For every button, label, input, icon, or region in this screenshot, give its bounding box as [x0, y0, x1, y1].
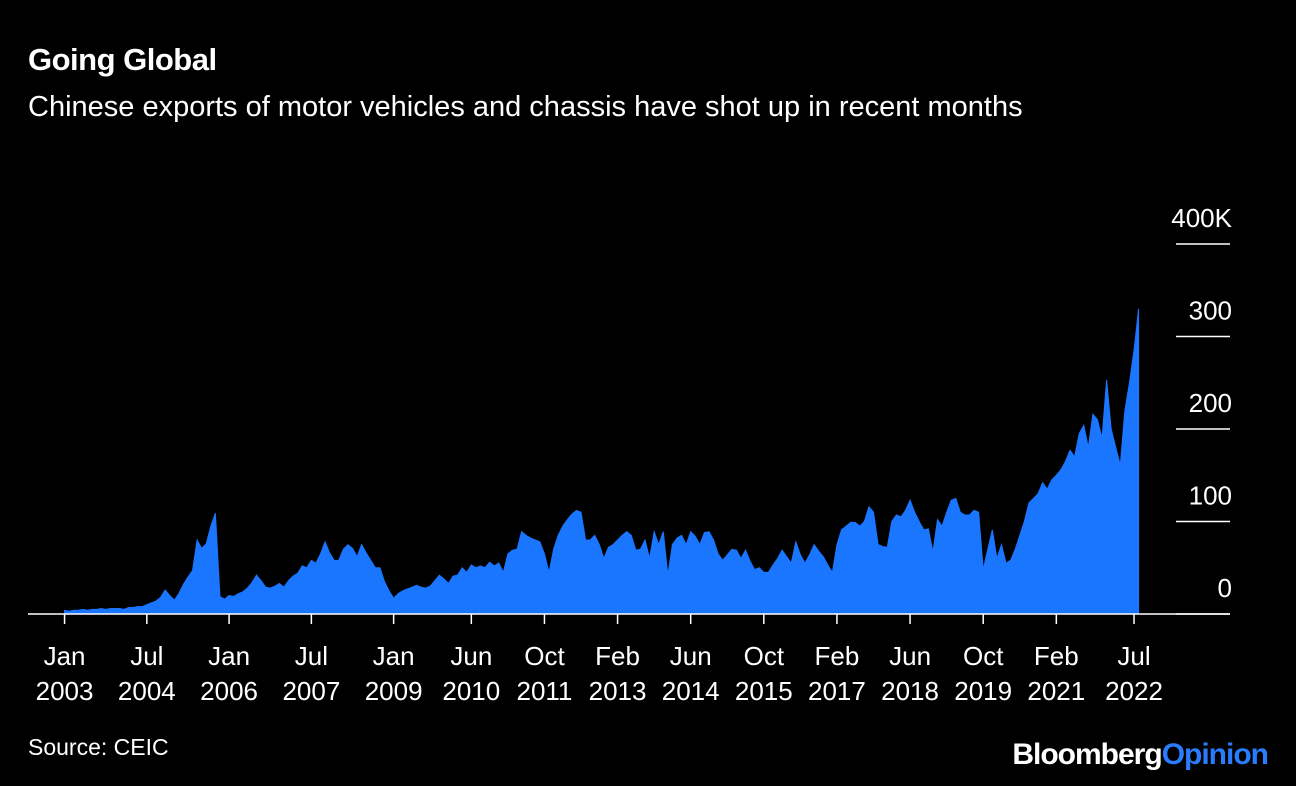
x-tick-label: Feb 2021	[1027, 641, 1085, 706]
x-tick-label: Jan 2006	[200, 641, 258, 706]
x-tick-label: Jun 2014	[662, 641, 720, 706]
x-tick-label: Jul 2022	[1105, 641, 1163, 706]
x-tick-label: Jan 2009	[365, 641, 423, 706]
x-tick-label: Oct 2015	[735, 641, 793, 706]
chart-title: Going Global	[28, 42, 217, 77]
x-tick-label: Feb 2017	[808, 641, 866, 706]
x-tick-label: Jan 2003	[36, 641, 94, 706]
x-tick-label: Jul 2007	[282, 641, 340, 706]
x-tick-label: Jun 2018	[881, 641, 939, 706]
x-tick-label: Feb 2013	[589, 641, 647, 706]
logo: BloombergOpinion	[1012, 738, 1269, 772]
x-tick-label: Oct 2019	[954, 641, 1012, 706]
y-tick-label: 0	[1218, 573, 1232, 603]
chart-subtitle: Chinese exports of motor vehicles and ch…	[28, 91, 1023, 123]
y-tick-label: 400K	[1171, 203, 1232, 233]
x-tick-label: Jun 2010	[442, 641, 500, 706]
logo-text: Bloomberg	[1012, 738, 1162, 771]
logo-text: Opinion	[1161, 738, 1269, 771]
y-tick-label: 200	[1189, 388, 1232, 418]
y-tick-label: 100	[1189, 481, 1232, 511]
x-tick-label: Jul 2004	[118, 641, 176, 706]
y-tick-label: 300	[1189, 296, 1232, 326]
x-tick-label: Oct 2011	[516, 641, 572, 706]
area	[64, 308, 1140, 615]
source-note: Source: CEIC	[28, 734, 169, 760]
